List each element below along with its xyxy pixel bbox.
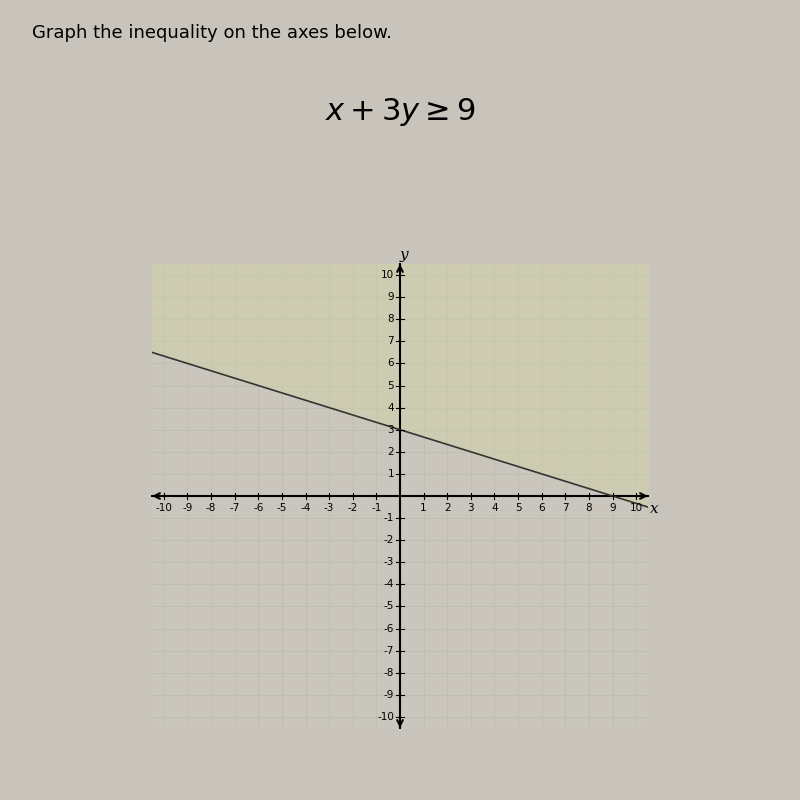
Text: 9: 9 — [610, 502, 616, 513]
Text: -5: -5 — [277, 502, 287, 513]
Text: 3: 3 — [467, 502, 474, 513]
Text: -10: -10 — [378, 712, 394, 722]
Text: -4: -4 — [384, 579, 394, 590]
Text: 3: 3 — [387, 425, 394, 434]
Text: -2: -2 — [347, 502, 358, 513]
Text: -5: -5 — [384, 602, 394, 611]
Text: 10: 10 — [630, 502, 642, 513]
Text: Graph the inequality on the axes below.: Graph the inequality on the axes below. — [32, 24, 392, 42]
Text: 10: 10 — [381, 270, 394, 280]
Text: -8: -8 — [206, 502, 216, 513]
Text: -1: -1 — [384, 513, 394, 523]
Text: 1: 1 — [387, 469, 394, 479]
Text: 2: 2 — [444, 502, 450, 513]
Text: $x + 3y \geq 9$: $x + 3y \geq 9$ — [325, 96, 475, 128]
Text: -7: -7 — [230, 502, 240, 513]
Text: -10: -10 — [155, 502, 172, 513]
Text: 4: 4 — [387, 402, 394, 413]
Text: -3: -3 — [324, 502, 334, 513]
Text: -9: -9 — [182, 502, 193, 513]
Text: 7: 7 — [387, 336, 394, 346]
Text: 1: 1 — [420, 502, 427, 513]
Text: 4: 4 — [491, 502, 498, 513]
Text: 6: 6 — [538, 502, 545, 513]
Text: 9: 9 — [387, 292, 394, 302]
Text: -6: -6 — [253, 502, 263, 513]
Text: x: x — [650, 502, 659, 516]
Text: 7: 7 — [562, 502, 569, 513]
Text: 2: 2 — [387, 447, 394, 457]
Text: -8: -8 — [384, 668, 394, 678]
Text: 8: 8 — [387, 314, 394, 324]
Text: -1: -1 — [371, 502, 382, 513]
Text: y: y — [399, 248, 408, 262]
Text: -9: -9 — [384, 690, 394, 700]
Text: 8: 8 — [586, 502, 592, 513]
Text: -3: -3 — [384, 558, 394, 567]
Text: -4: -4 — [300, 502, 310, 513]
Text: -6: -6 — [384, 623, 394, 634]
Text: 6: 6 — [387, 358, 394, 369]
Text: 5: 5 — [387, 381, 394, 390]
Text: -7: -7 — [384, 646, 394, 656]
Text: 5: 5 — [514, 502, 522, 513]
Text: -2: -2 — [384, 535, 394, 545]
